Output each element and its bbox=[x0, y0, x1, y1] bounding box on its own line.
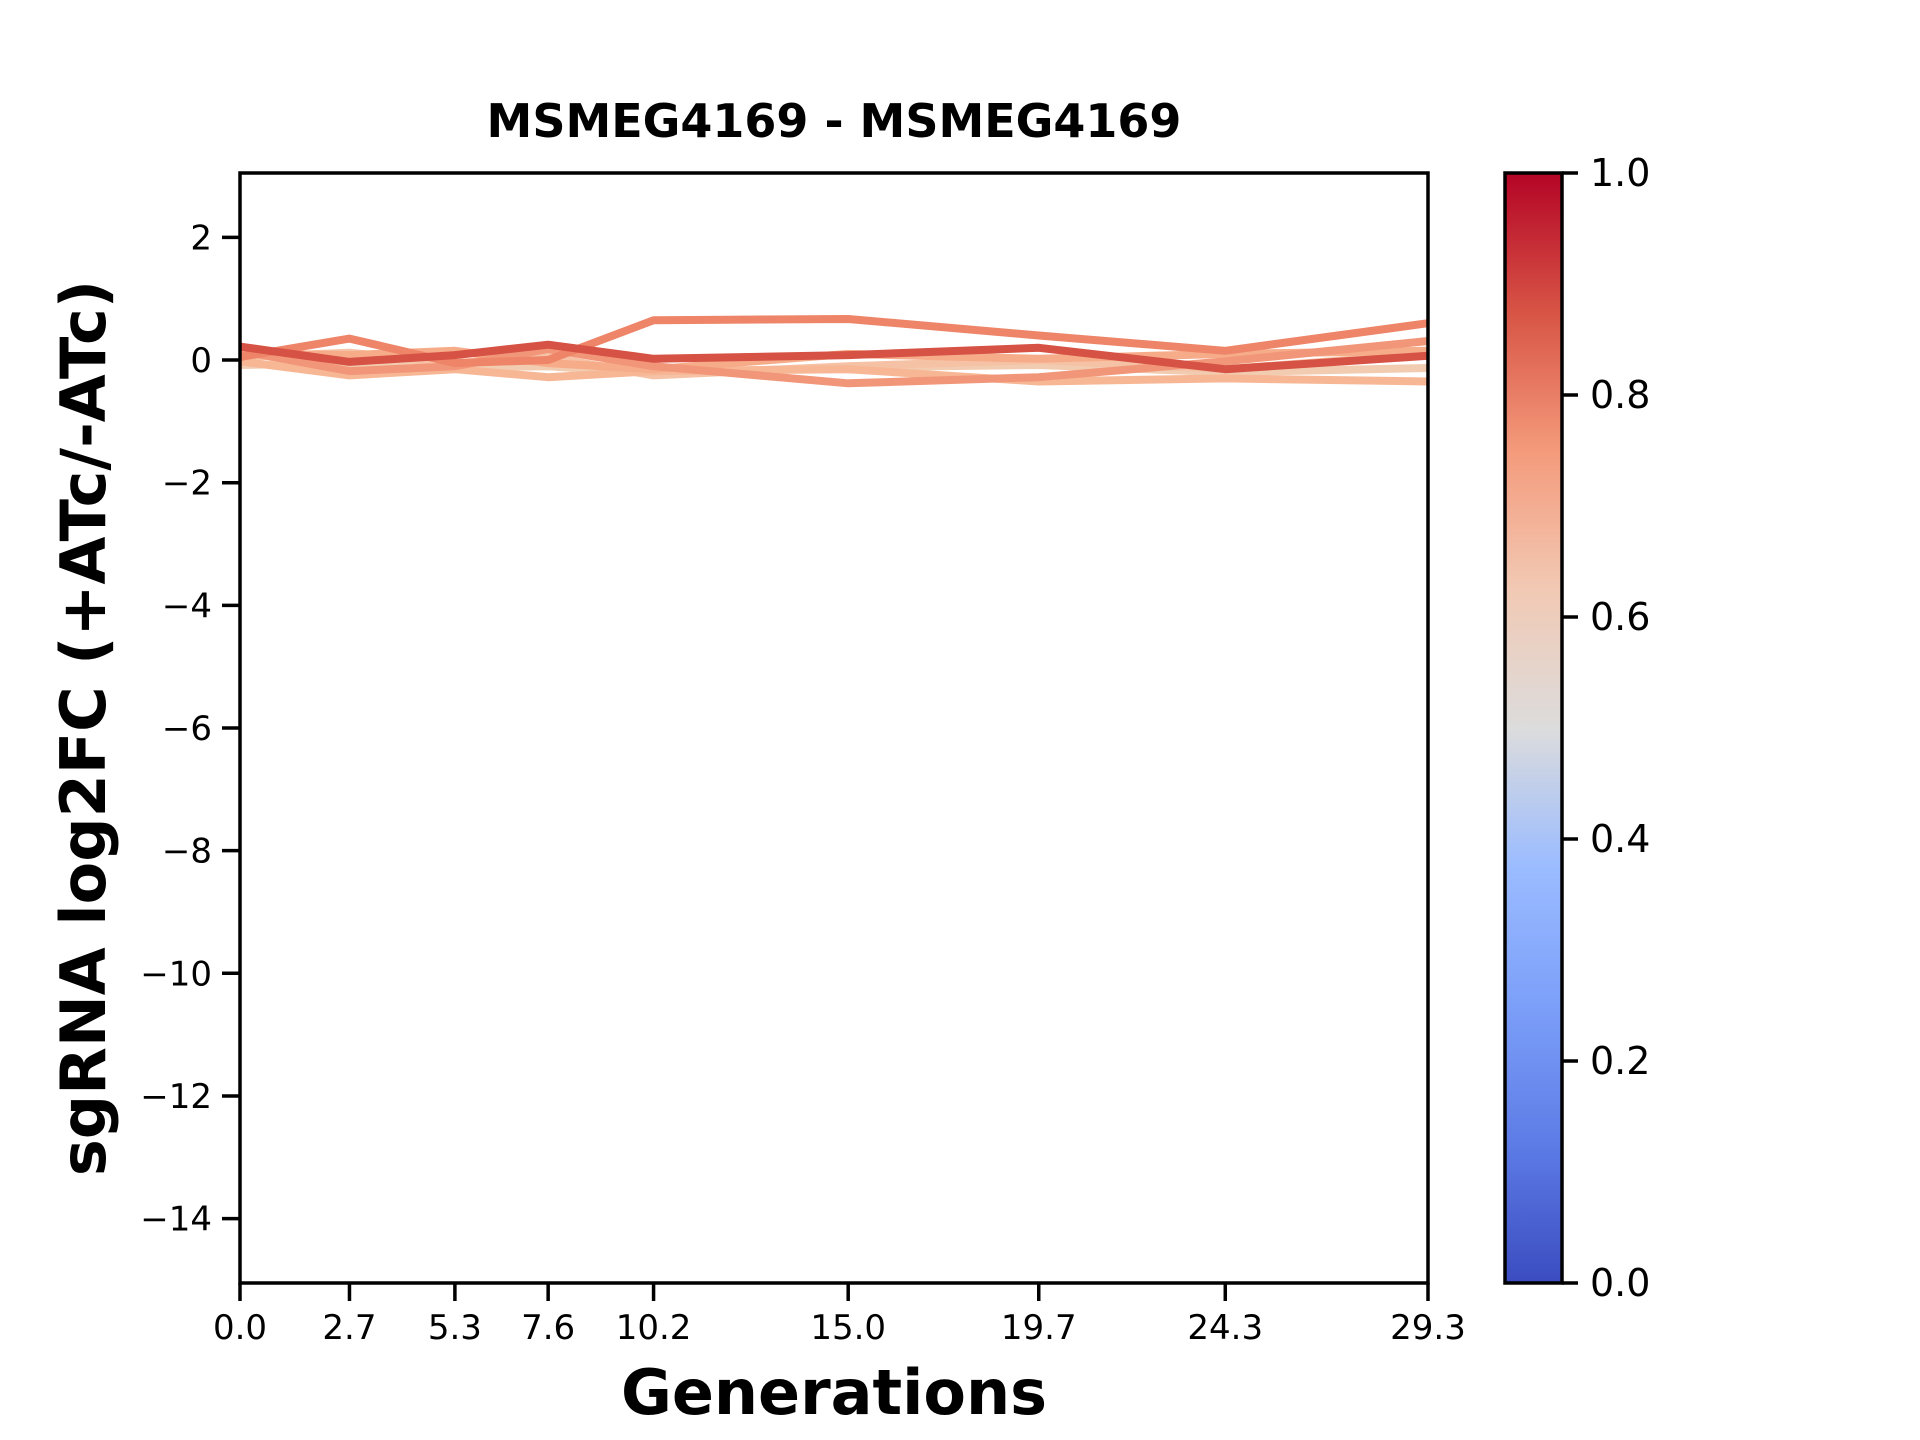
x-axis-label: Generations bbox=[620, 1356, 1048, 1429]
x-tick-label: 15.0 bbox=[810, 1308, 886, 1348]
colorbar-tick-label: 0.0 bbox=[1590, 1261, 1650, 1305]
x-tick-label: 7.6 bbox=[521, 1308, 575, 1348]
x-tick-label: 0.0 bbox=[213, 1308, 267, 1348]
colorbar-ticks: 1.0 0.8 0.6 0.4 0.2 0.0 bbox=[1562, 151, 1650, 1305]
x-tick-label: 2.7 bbox=[322, 1308, 376, 1348]
colorbar-tick-label: 0.6 bbox=[1590, 595, 1650, 639]
y-tick-label: −2 bbox=[162, 464, 212, 504]
y-tick-label: −4 bbox=[162, 586, 212, 626]
y-tick-label: −8 bbox=[162, 832, 212, 872]
x-axis-ticks: 0.0 2.7 5.3 7.6 10.2 15.0 19.7 24.3 29.3 bbox=[213, 1283, 1466, 1348]
y-tick-label: 0 bbox=[190, 341, 212, 381]
axes-spines bbox=[238, 171, 1430, 1285]
series-line-sgRNA-2 bbox=[239, 315, 1429, 368]
colorbar-tick-label: 0.8 bbox=[1590, 373, 1650, 417]
series-line-sgRNA-1 bbox=[239, 340, 1429, 374]
y-tick-label: −12 bbox=[140, 1077, 212, 1117]
line-series-group bbox=[239, 315, 1429, 388]
x-tick-label: 10.2 bbox=[616, 1308, 692, 1348]
y-axis-ticks: 2 0 −2 −4 −6 −8 −10 −12 −14 bbox=[140, 218, 240, 1240]
y-tick-label: −10 bbox=[140, 954, 212, 994]
colorbar bbox=[1503, 171, 1564, 1285]
x-tick-label: 19.7 bbox=[1001, 1308, 1077, 1348]
colorbar-tick-label: 0.4 bbox=[1590, 817, 1650, 861]
colorbar-tick-label: 1.0 bbox=[1590, 151, 1650, 195]
y-tick-label: −6 bbox=[162, 709, 212, 749]
colorbar-tick-label: 0.2 bbox=[1590, 1039, 1650, 1083]
y-tick-label: −14 bbox=[140, 1200, 212, 1240]
x-tick-label: 29.3 bbox=[1390, 1308, 1466, 1348]
series-line-sgRNA-3 bbox=[239, 337, 1429, 388]
x-tick-label: 5.3 bbox=[428, 1308, 482, 1348]
chart-title: MSMEG4169 - MSMEG4169 bbox=[486, 94, 1182, 148]
x-tick-label: 24.3 bbox=[1187, 1308, 1263, 1348]
y-tick-label: 2 bbox=[190, 218, 212, 258]
